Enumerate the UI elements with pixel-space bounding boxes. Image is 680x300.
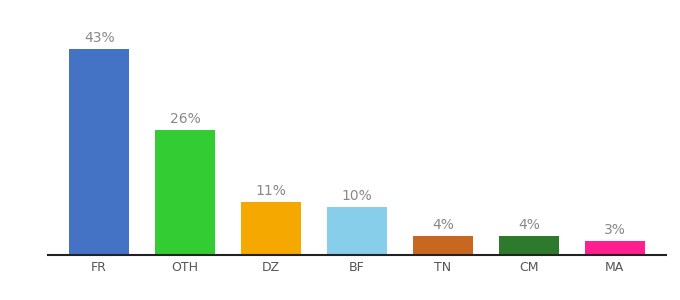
Bar	[69, 49, 129, 255]
Text: 43%: 43%	[84, 31, 114, 45]
Bar	[585, 241, 645, 255]
Text: 26%: 26%	[170, 112, 201, 126]
Bar	[327, 207, 387, 255]
Text: 10%: 10%	[341, 189, 373, 203]
Bar	[241, 202, 301, 255]
Text: 4%: 4%	[518, 218, 540, 232]
Text: 3%: 3%	[604, 223, 626, 237]
Bar	[499, 236, 559, 255]
Bar	[155, 130, 215, 255]
Text: 4%: 4%	[432, 218, 454, 232]
Bar	[413, 236, 473, 255]
Text: 11%: 11%	[256, 184, 286, 198]
